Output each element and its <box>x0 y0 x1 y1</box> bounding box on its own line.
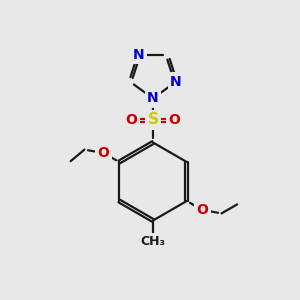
Text: O: O <box>98 146 109 160</box>
Text: N: N <box>170 75 182 89</box>
Text: S: S <box>148 112 158 128</box>
Text: CH₃: CH₃ <box>140 235 166 248</box>
Text: N: N <box>147 92 159 105</box>
Text: O: O <box>169 113 181 127</box>
Text: N: N <box>133 48 145 62</box>
Text: O: O <box>196 203 208 217</box>
Text: N: N <box>147 92 159 105</box>
Text: O: O <box>125 113 137 127</box>
